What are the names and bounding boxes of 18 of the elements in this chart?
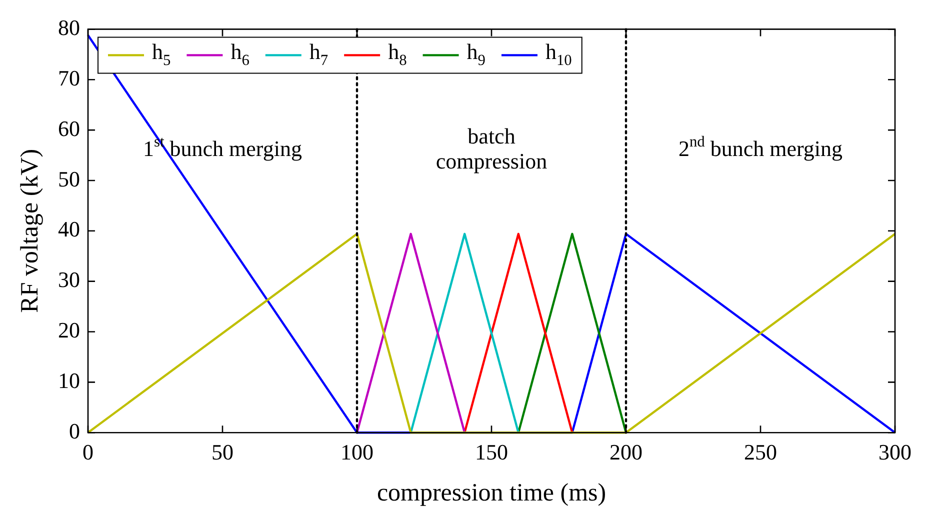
y-axis-title: RF voltage (kV) [16,148,44,313]
x-tick-label: 150 [475,440,508,465]
x-tick-label: 100 [340,440,374,465]
y-tick-label: 60 [58,116,80,141]
annotation: batch compression [436,124,548,174]
y-tick-label: 80 [58,14,80,40]
y-tick-label: 70 [58,65,80,90]
y-tick-label: 20 [58,318,80,343]
x-tick-label: 300 [878,440,912,465]
y-tick-label: 0 [69,418,80,444]
y-tick-label: 30 [58,267,80,292]
y-tick-label: 50 [58,166,80,192]
y-tick-label: 40 [58,216,80,242]
y-tick-label: 10 [58,368,80,393]
x-tick-label: 200 [610,440,642,465]
x-tick-label: 250 [744,440,777,465]
x-axis-title: compression time (ms) [376,480,606,507]
x-tick-label: 50 [212,440,234,465]
